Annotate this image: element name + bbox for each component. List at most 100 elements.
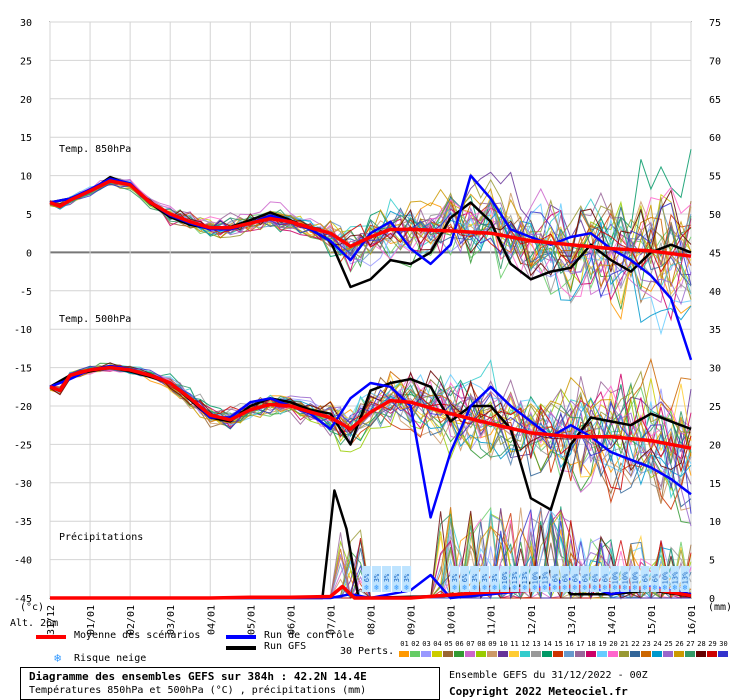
pert-legend-number: 18 bbox=[587, 640, 596, 648]
snow-risk-label: 6% bbox=[651, 573, 659, 582]
x-tick-label: 11/01 bbox=[487, 605, 498, 635]
x-tick-label: 05/01 bbox=[246, 605, 257, 635]
snow-risk-label: 6% bbox=[581, 573, 589, 582]
snow-risk-label: 6% bbox=[641, 573, 649, 582]
snowflake-icon: ❄ bbox=[542, 583, 547, 592]
left-tick-label: -5 bbox=[20, 287, 32, 298]
snowflake-icon: ❄ bbox=[532, 583, 537, 592]
snow-risk-label: 6% bbox=[591, 573, 599, 582]
snowflake-icon: ❄ bbox=[364, 583, 369, 592]
pert-legend-item: 01 bbox=[399, 640, 410, 660]
section-label-t850: Temp. 850hPa bbox=[59, 144, 131, 155]
pert-legend-item: 23 bbox=[641, 640, 652, 660]
snow-risk-bar bbox=[620, 566, 630, 592]
snowflake-icon: ❄ bbox=[602, 583, 607, 592]
snow-risk-label: 6% bbox=[551, 573, 559, 582]
perturbation-27-t850-line bbox=[49, 182, 692, 280]
snow-risk-label: 6% bbox=[461, 573, 469, 582]
pert-legend-swatch bbox=[465, 651, 475, 657]
grid bbox=[49, 21, 692, 599]
pert-legend-number: 16 bbox=[565, 640, 574, 648]
left-tick-label: 0 bbox=[26, 248, 32, 259]
pert-legend-number: 22 bbox=[631, 640, 640, 648]
x-axis-ticks: 31/12 01/01 02/01 03/01 04/01 05/01 06/01 07/01… bbox=[46, 605, 698, 635]
snowflake-icon: ❄ bbox=[582, 583, 587, 592]
snow-risk-label: 3% bbox=[383, 573, 391, 582]
series-0-t500-line bbox=[49, 365, 692, 450]
x-tick-label: 31/12 bbox=[46, 605, 57, 635]
pert-legend-number: 11 bbox=[510, 640, 519, 648]
pert-legend-swatch bbox=[509, 651, 519, 657]
pert-legend-swatch bbox=[674, 651, 684, 657]
right-tick-label: 20 bbox=[709, 440, 721, 451]
left-axis-ticks: 30 25 20 15 10 5 0 -5 -10 -15 -20 -25 -30 -35 -40 -45 bbox=[14, 18, 32, 605]
pert-legend-swatch bbox=[553, 651, 563, 657]
snowflake-icon: ❄ bbox=[673, 583, 678, 592]
pert-legend-number: 13 bbox=[532, 640, 541, 648]
pert-legend-number: 26 bbox=[675, 640, 684, 648]
pert-legend-swatch bbox=[476, 651, 486, 657]
pert-legend-swatch bbox=[564, 651, 574, 657]
snow-risk-markers: 6%❄3%❄3%❄3%❄3%❄3%❄6%❄3%❄3%❄3%❄10%❄13%❄13… bbox=[361, 566, 690, 592]
pert-legend-number: 01 bbox=[400, 640, 409, 648]
pert-legend-number: 17 bbox=[576, 640, 585, 648]
snow-risk-bar bbox=[550, 566, 560, 592]
pert-legend-swatch bbox=[619, 651, 629, 657]
pert-legend-swatch bbox=[685, 651, 695, 657]
pert-legend-number: 21 bbox=[620, 640, 629, 648]
right-unit-label: (mm) bbox=[708, 602, 732, 613]
pert-legend-number: 07 bbox=[466, 640, 475, 648]
right-tick-label: 30 bbox=[709, 364, 721, 375]
pert-legend-number: 25 bbox=[664, 640, 673, 648]
pert-legend-number: 06 bbox=[455, 640, 464, 648]
snow-risk-bar bbox=[650, 566, 660, 592]
legend-mean-swatch bbox=[36, 635, 66, 639]
snow-risk-bar bbox=[361, 566, 371, 592]
pert-legend-number: 09 bbox=[488, 640, 497, 648]
pert-legend-swatch bbox=[443, 651, 453, 657]
snow-risk-label: 10% bbox=[501, 571, 509, 584]
right-tick-label: 55 bbox=[709, 172, 721, 183]
snow-risk-label: 10% bbox=[631, 571, 639, 584]
pert-legend-swatch bbox=[520, 651, 530, 657]
pert-legend-number: 03 bbox=[422, 640, 431, 648]
x-tick-label: 14/01 bbox=[607, 605, 618, 635]
pert-legend-item: 17 bbox=[575, 640, 586, 660]
snow-risk-bar bbox=[560, 566, 570, 592]
left-tick-label: -15 bbox=[14, 364, 32, 375]
snow-risk-bar bbox=[450, 566, 460, 592]
pert-legend-number: 02 bbox=[411, 640, 420, 648]
right-tick-label: 10 bbox=[709, 517, 721, 528]
snowflake-icon: ❄ bbox=[562, 583, 567, 592]
snowflake-icon: ❄ bbox=[502, 583, 507, 592]
snow-risk-label: 3% bbox=[481, 573, 489, 582]
left-tick-label: -35 bbox=[14, 517, 32, 528]
snow-risk-label: 6% bbox=[363, 573, 371, 582]
snowflake-icon: ❄ bbox=[394, 583, 399, 592]
snow-risk-bar bbox=[382, 566, 392, 592]
left-tick-label: 5 bbox=[26, 210, 32, 221]
x-tick-label: 01/01 bbox=[86, 605, 97, 635]
snow-risk-bar bbox=[640, 566, 650, 592]
right-tick-label: 65 bbox=[709, 95, 721, 106]
section-label-precip: Précipitations bbox=[59, 531, 143, 543]
pert-legend-number: 05 bbox=[444, 640, 453, 648]
perturbation-20-t850-line bbox=[49, 177, 692, 297]
pert-legend-number: 28 bbox=[697, 640, 706, 648]
legend-mean-label: Moyenne des scénarios bbox=[74, 630, 201, 641]
snowflake-icon: ❄ bbox=[452, 583, 457, 592]
pert-legend-item: 21 bbox=[619, 640, 630, 660]
left-tick-label: -20 bbox=[14, 402, 32, 413]
x-tick-label: 07/01 bbox=[326, 605, 337, 635]
snowflake-icon: ❄ bbox=[462, 583, 467, 592]
pert-legend-item: 25 bbox=[663, 640, 674, 660]
snow-risk-bar bbox=[480, 566, 490, 592]
snow-risk-label: 3% bbox=[393, 573, 401, 582]
altitude-label: Alt. 26m bbox=[10, 618, 58, 629]
pert-legend-item: 26 bbox=[674, 640, 685, 660]
right-tick-label: 60 bbox=[709, 133, 721, 144]
pert-legend-item: 02 bbox=[410, 640, 421, 660]
pert-legend-swatch bbox=[597, 651, 607, 657]
x-tick-label: 06/01 bbox=[286, 605, 297, 635]
snow-risk-bar bbox=[470, 566, 480, 592]
